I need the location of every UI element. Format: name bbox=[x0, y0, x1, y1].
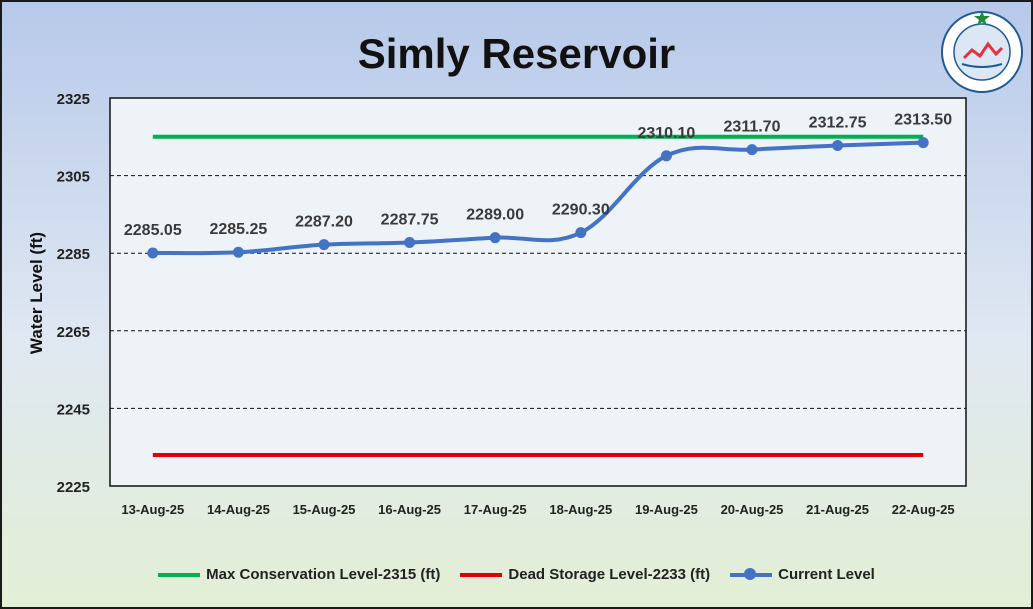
data-label: 2312.75 bbox=[809, 115, 867, 132]
data-label: 2290.30 bbox=[552, 202, 610, 219]
x-tick-label: 21-Aug-25 bbox=[806, 502, 869, 517]
legend-item-dead-storage: Dead Storage Level-2233 (ft) bbox=[460, 566, 710, 583]
x-tick-label: 22-Aug-25 bbox=[892, 502, 955, 517]
current-level-point bbox=[917, 137, 929, 149]
legend-label: Dead Storage Level-2233 (ft) bbox=[508, 566, 711, 583]
data-label: 2313.50 bbox=[894, 112, 952, 129]
data-label: 2287.75 bbox=[381, 212, 439, 229]
legend-swatch-blue bbox=[730, 567, 773, 580]
data-label: 2311.70 bbox=[724, 119, 781, 136]
x-tick-label: 13-Aug-25 bbox=[121, 502, 184, 517]
y-tick-label: 2325 bbox=[57, 91, 90, 108]
x-tick-label: 15-Aug-25 bbox=[293, 502, 356, 517]
current-level-point bbox=[575, 227, 587, 239]
legend-swatch-green bbox=[158, 572, 201, 577]
legend-item-current-level: Current Level bbox=[730, 566, 875, 583]
y-tick-label: 2305 bbox=[57, 169, 90, 186]
y-tick-label: 2285 bbox=[57, 246, 90, 263]
x-tick-label: 14-Aug-25 bbox=[207, 502, 270, 517]
x-tick-label: 17-Aug-25 bbox=[464, 502, 527, 517]
current-level-point bbox=[489, 232, 501, 244]
x-tick-label: 18-Aug-25 bbox=[549, 502, 612, 517]
data-label: 2310.10 bbox=[637, 125, 695, 142]
legend-label: Current Level bbox=[778, 566, 875, 583]
current-level-point bbox=[318, 239, 330, 251]
data-label: 2285.05 bbox=[124, 222, 182, 239]
current-level-point bbox=[660, 150, 672, 162]
legend-swatch-red bbox=[460, 572, 503, 577]
current-level-point bbox=[232, 246, 244, 258]
legend: Max Conservation Level-2315 (ft) Dead St… bbox=[0, 566, 1033, 583]
legend-item-max-conservation: Max Conservation Level-2315 (ft) bbox=[158, 566, 440, 583]
data-label: 2287.20 bbox=[295, 214, 353, 231]
current-level-point bbox=[404, 237, 416, 249]
pmd-logo bbox=[941, 10, 1023, 93]
x-tick-label: 19-Aug-25 bbox=[635, 502, 698, 517]
current-level-point bbox=[746, 144, 758, 156]
y-tick-label: 2265 bbox=[57, 324, 90, 341]
y-tick-label: 2245 bbox=[57, 401, 90, 418]
chart-title: Simly Reservoir bbox=[357, 30, 676, 77]
plot-background bbox=[109, 97, 967, 487]
legend-label: Max Conservation Level-2315 (ft) bbox=[206, 566, 441, 583]
data-label: 2285.25 bbox=[209, 221, 267, 238]
current-level-point bbox=[832, 140, 844, 152]
current-level-point bbox=[147, 247, 159, 259]
data-label: 2289.00 bbox=[466, 207, 524, 224]
y-axis-label: Water Level (ft) bbox=[27, 231, 46, 355]
y-tick-label: 2225 bbox=[57, 479, 90, 496]
x-tick-label: 16-Aug-25 bbox=[378, 502, 441, 517]
x-tick-label: 20-Aug-25 bbox=[721, 502, 784, 517]
current-level-line bbox=[152, 140, 924, 256]
